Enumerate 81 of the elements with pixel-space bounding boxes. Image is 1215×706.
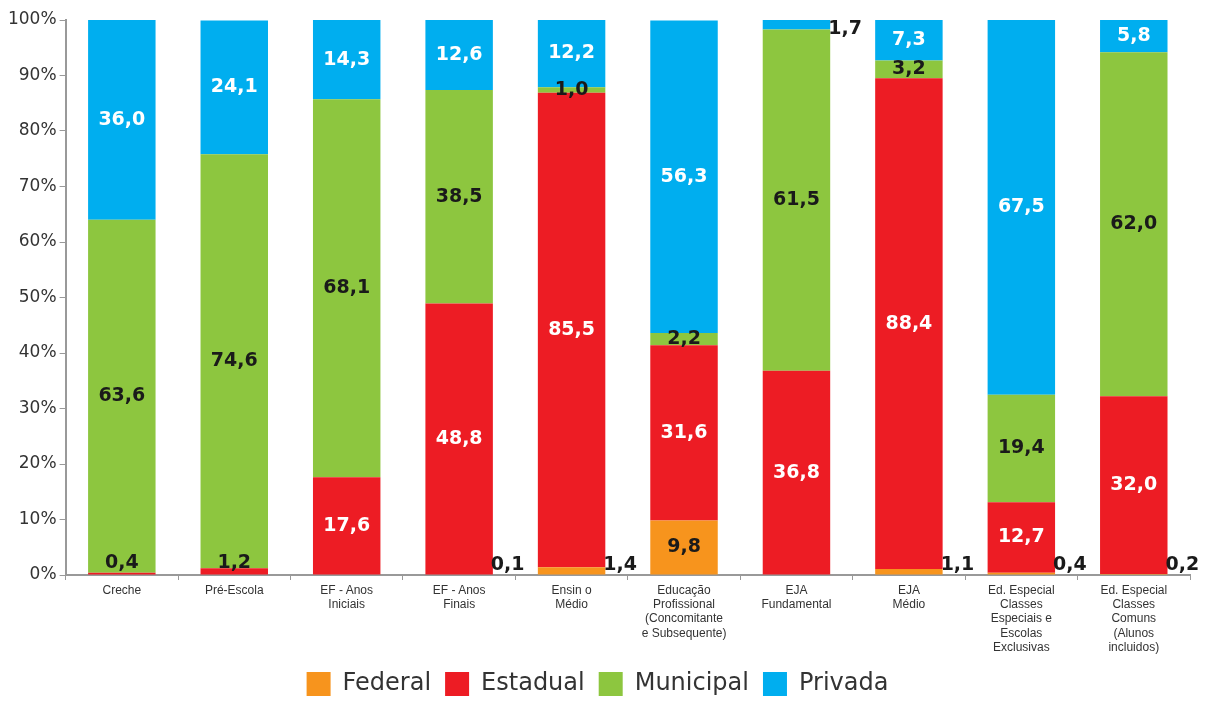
data-label: 67,5 <box>997 194 1045 217</box>
bar <box>537 567 606 575</box>
x-tick-label: Ed. Especial Classes Especiais e Escolas Exclusivas <box>987 582 1055 655</box>
bar <box>312 20 381 100</box>
y-tick-label: 0% <box>29 563 57 584</box>
bar <box>875 20 943 61</box>
data-label: 88,4 <box>885 310 933 333</box>
data-label: 9,8 <box>667 534 701 557</box>
data-label: 2,2 <box>667 326 701 349</box>
y-tick-label: 80% <box>18 119 57 140</box>
data-label: 5,8 <box>1116 23 1151 46</box>
bar <box>875 568 943 575</box>
x-tick-label: EF - Anos Iniciais <box>320 582 374 611</box>
data-label: 1,7 <box>828 16 862 39</box>
bar <box>1100 52 1168 397</box>
data-label: 0,4 <box>104 549 139 572</box>
x-tick-label: Ed. Especial Classes Comuns (Alunos incluidos) <box>1100 582 1168 655</box>
data-label: 56,3 <box>660 163 708 186</box>
bar <box>312 99 381 478</box>
data-label: 85,5 <box>548 316 596 339</box>
data-label: 74,6 <box>210 348 258 371</box>
data-label: 32,0 <box>1110 472 1158 495</box>
y-tick-label: 30% <box>18 396 57 417</box>
data-label: 31,6 <box>660 419 708 442</box>
data-label: 1,1 <box>940 551 975 574</box>
bar <box>875 78 943 569</box>
bar <box>200 20 268 155</box>
bar <box>88 20 156 220</box>
x-tick-label: Creche <box>102 582 142 597</box>
x-tick-label: Ensin o Médio <box>551 582 592 611</box>
bar <box>987 20 1056 395</box>
data-label: 12,7 <box>997 524 1045 547</box>
y-tick-label: 60% <box>18 230 57 251</box>
x-tick-label: Educação Profissional (Concomitante e Subsequente) <box>641 582 727 640</box>
bar <box>762 20 831 30</box>
legend-label: Privada <box>798 668 889 697</box>
data-label: 12,2 <box>548 40 596 63</box>
data-label: 24,1 <box>210 74 258 97</box>
data-label: 68,1 <box>323 275 371 298</box>
data-label: 14,3 <box>323 46 371 69</box>
bar <box>312 477 381 575</box>
bar <box>425 89 493 304</box>
legend-label: Federal <box>342 668 432 697</box>
y-tick-label: 70% <box>18 174 57 195</box>
data-label: 36,0 <box>98 106 146 129</box>
bar <box>762 29 831 371</box>
x-tick-label: EJA Médio <box>892 582 926 611</box>
bar <box>425 20 493 90</box>
data-label: 48,8 <box>435 425 483 448</box>
bar <box>88 219 156 573</box>
x-tick-label: Pré-Escola <box>204 582 264 597</box>
data-label: 36,8 <box>773 459 820 482</box>
bar <box>762 370 831 575</box>
legend-label: Municipal <box>634 668 749 697</box>
bar <box>650 345 718 521</box>
x-tick-label: EJA Fundamental <box>761 582 832 611</box>
data-label: 1,2 <box>217 549 252 572</box>
x-tick-label: EF - Anos Finais <box>432 582 486 611</box>
data-label: 3,2 <box>892 56 926 79</box>
y-tick-label: 40% <box>18 341 57 362</box>
y-tick-label: 90% <box>18 63 57 84</box>
bar <box>987 502 1056 573</box>
data-label: 1,4 <box>603 551 637 574</box>
data-label: 7,3 <box>892 27 926 50</box>
data-label: 17,6 <box>323 512 371 535</box>
data-label: 61,5 <box>773 187 820 210</box>
bar <box>1100 396 1168 574</box>
data-label: 19,4 <box>997 435 1045 458</box>
data-label: 12,6 <box>435 41 483 64</box>
y-tick-label: 10% <box>18 507 57 528</box>
legend-label: Estadual <box>481 668 585 697</box>
bar <box>987 394 1056 503</box>
data-label: 62,0 <box>1110 211 1158 234</box>
bar <box>650 520 718 575</box>
bar <box>425 303 493 575</box>
data-label: 63,6 <box>98 383 146 406</box>
y-tick-label: 20% <box>18 452 57 473</box>
bar <box>200 154 268 569</box>
y-tick-label: 50% <box>18 285 57 306</box>
data-label: 38,5 <box>435 183 483 206</box>
y-tick-label: 100% <box>7 8 57 29</box>
